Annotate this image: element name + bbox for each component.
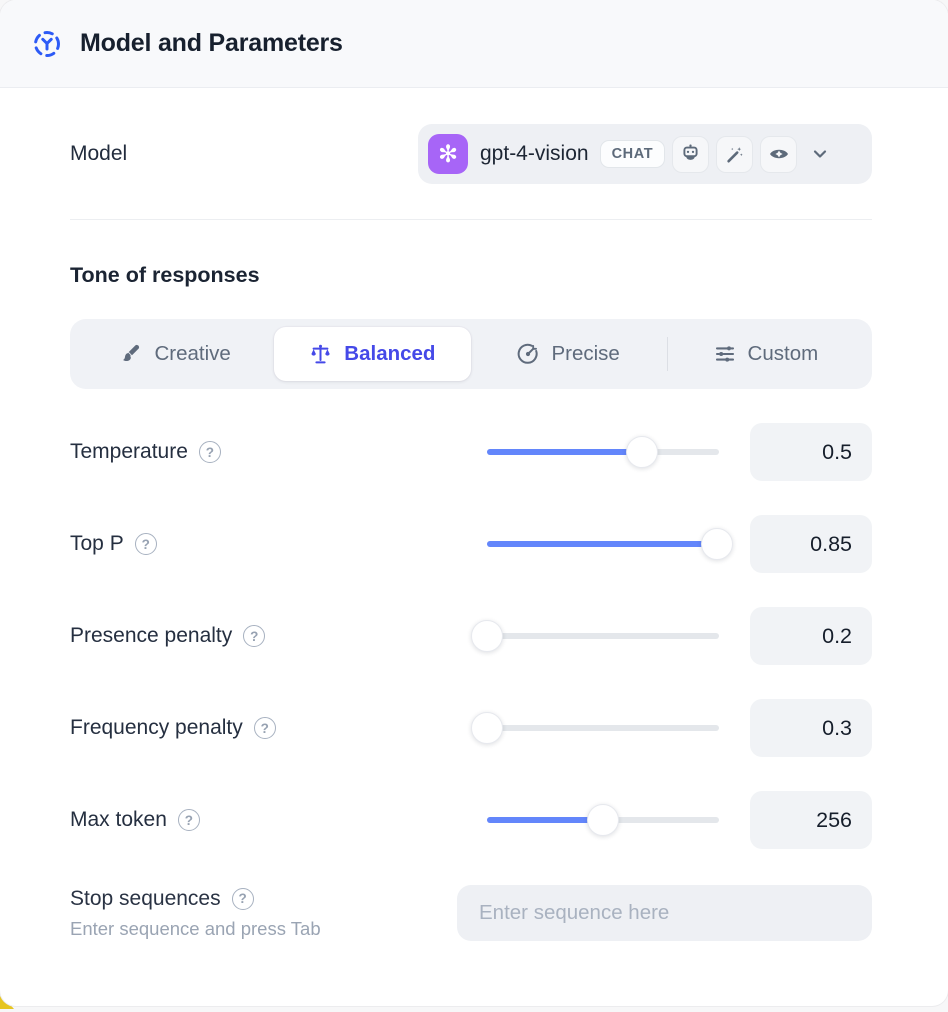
param-row-frequency-penalty: Frequency penalty ? 0.3	[70, 699, 872, 757]
selected-model-name: gpt-4-vision	[480, 142, 589, 165]
help-icon[interactable]: ?	[231, 887, 254, 910]
slider-thumb[interactable]	[587, 804, 619, 836]
vision-icon	[760, 135, 798, 173]
tone-option-label: Balanced	[344, 342, 436, 365]
frequency-penalty-value[interactable]: 0.3	[750, 699, 872, 757]
max-token-slider[interactable]	[487, 804, 719, 836]
param-label: Max token	[70, 808, 167, 831]
magic-wand-icon	[716, 135, 754, 173]
top-p-value[interactable]: 0.85	[750, 515, 872, 573]
param-row-temperature: Temperature ? 0.5	[70, 423, 872, 481]
model-type-badge: CHAT	[599, 140, 666, 168]
tone-option-label: Precise	[551, 342, 620, 365]
slider-track	[487, 725, 719, 731]
tone-option-creative[interactable]: Creative	[78, 327, 274, 381]
slider-fill	[487, 817, 603, 823]
help-icon[interactable]: ?	[243, 625, 266, 647]
target-icon	[517, 343, 539, 365]
param-label: Top P	[70, 532, 124, 555]
paintbrush-icon	[121, 344, 142, 365]
model-row: Model ✻ gpt-4-vision CHAT	[70, 124, 872, 184]
tone-segmented-control: Creative Balanced	[70, 319, 872, 389]
slider-thumb[interactable]	[626, 436, 659, 468]
help-icon[interactable]: ?	[177, 809, 200, 831]
temperature-slider[interactable]	[487, 436, 719, 468]
segment-divider	[666, 337, 668, 371]
tone-option-precise[interactable]: Precise	[471, 327, 667, 381]
help-icon[interactable]: ?	[253, 717, 276, 739]
param-label: Presence penalty	[70, 624, 233, 647]
frequency-penalty-slider[interactable]	[471, 712, 719, 744]
tone-option-label: Creative	[154, 342, 231, 365]
help-icon[interactable]: ?	[134, 533, 157, 555]
param-row-top-p: Top P ? 0.85	[70, 515, 872, 573]
slider-track	[487, 633, 719, 639]
top-p-slider[interactable]	[487, 528, 733, 560]
model-hub-icon	[32, 29, 62, 59]
param-row-presence-penalty: Presence penalty ? 0.2	[70, 607, 872, 665]
presence-penalty-slider[interactable]	[471, 620, 719, 652]
section-divider	[70, 219, 872, 220]
param-row-max-token: Max token ? 256	[70, 791, 872, 849]
slider-fill	[487, 541, 717, 547]
balance-scale-icon	[309, 343, 332, 366]
max-token-value[interactable]: 256	[750, 791, 872, 849]
help-icon[interactable]: ?	[198, 441, 221, 463]
openai-logo-icon: ✻	[428, 134, 468, 174]
tone-option-custom[interactable]: Custom	[668, 327, 864, 381]
tone-option-label: Custom	[747, 342, 819, 365]
model-select-dropdown[interactable]: ✻ gpt-4-vision CHAT	[418, 124, 872, 184]
panel-header: Model and Parameters	[0, 0, 948, 88]
slider-thumb[interactable]	[471, 620, 503, 652]
presence-penalty-value[interactable]: 0.2	[750, 607, 872, 665]
tone-section-heading: Tone of responses	[70, 263, 260, 287]
stop-sequence-input[interactable]	[457, 885, 872, 941]
slider-thumb[interactable]	[700, 528, 733, 560]
panel-title: Model and Parameters	[80, 29, 343, 57]
stop-sequences-label: Stop sequences	[70, 886, 221, 910]
tone-option-balanced[interactable]: Balanced	[274, 327, 471, 381]
model-label: Model	[70, 142, 128, 165]
param-label: Temperature	[70, 440, 188, 463]
slider-fill	[487, 449, 643, 455]
chat-bot-icon	[672, 135, 710, 173]
chevron-down-icon	[810, 144, 830, 164]
sliders-icon	[714, 343, 736, 365]
stop-sequences-row: Stop sequences ? Enter sequence and pres…	[70, 885, 872, 941]
temperature-value[interactable]: 0.5	[750, 423, 872, 481]
stop-sequences-helper-text: Enter sequence and press Tab	[70, 917, 321, 939]
param-label: Frequency penalty	[70, 716, 243, 739]
slider-thumb[interactable]	[471, 712, 503, 744]
